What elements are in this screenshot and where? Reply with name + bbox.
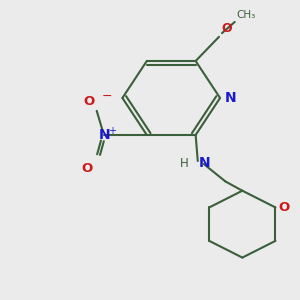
Text: N: N: [199, 156, 211, 170]
Text: O: O: [279, 201, 290, 214]
Text: CH₃: CH₃: [237, 10, 256, 20]
Text: O: O: [83, 95, 94, 108]
Text: +: +: [108, 125, 116, 136]
Text: O: O: [82, 162, 93, 175]
Text: N: N: [98, 128, 110, 142]
Text: O: O: [221, 22, 232, 35]
Text: H: H: [180, 158, 189, 170]
Text: −: −: [102, 90, 112, 104]
Text: N: N: [225, 91, 237, 105]
